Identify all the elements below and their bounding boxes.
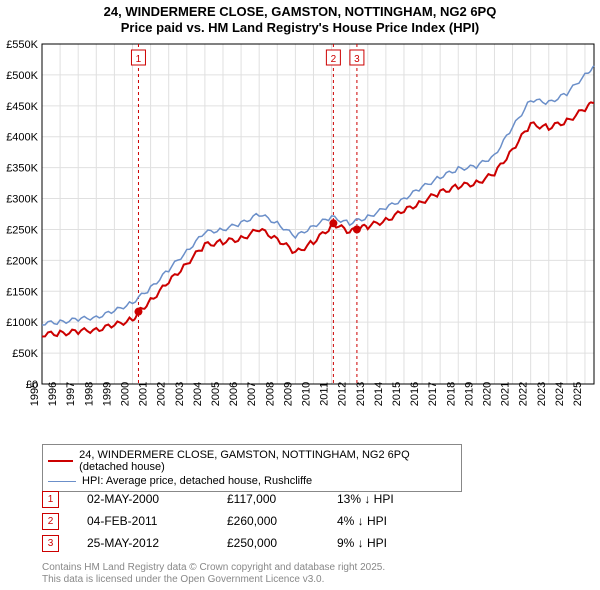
footer: Contains HM Land Registry data © Crown c… [42, 562, 385, 586]
svg-text:2007: 2007 [246, 382, 258, 406]
sale-date: 04-FEB-2011 [87, 514, 227, 528]
svg-text:£300K: £300K [6, 194, 38, 206]
legend-label: 24, WINDERMERE CLOSE, GAMSTON, NOTTINGHA… [79, 449, 456, 473]
chart-container: 24, WINDERMERE CLOSE, GAMSTON, NOTTINGHA… [0, 0, 600, 590]
svg-text:2023: 2023 [536, 382, 548, 406]
svg-text:£400K: £400K [6, 132, 38, 144]
svg-text:1997: 1997 [65, 382, 77, 406]
svg-text:1999: 1999 [101, 382, 113, 406]
svg-text:£450K: £450K [6, 101, 38, 113]
sale-price: £117,000 [227, 492, 337, 506]
sale-marker-box: 3 [42, 535, 59, 552]
svg-text:2011: 2011 [319, 382, 331, 406]
svg-text:2024: 2024 [554, 382, 566, 406]
svg-text:2008: 2008 [264, 382, 276, 406]
svg-text:£100K: £100K [6, 317, 38, 329]
footer-licence: This data is licensed under the Open Gov… [42, 574, 324, 585]
svg-text:2012: 2012 [337, 382, 349, 406]
svg-text:1995: 1995 [29, 382, 41, 406]
svg-text:£250K: £250K [6, 224, 38, 236]
svg-text:£150K: £150K [6, 286, 38, 298]
svg-text:£550K: £550K [6, 39, 38, 51]
sale-price: £250,000 [227, 536, 337, 550]
svg-text:1996: 1996 [47, 382, 59, 406]
svg-text:£500K: £500K [6, 70, 38, 82]
sale-diff: 13% ↓ HPI [337, 492, 447, 506]
svg-text:2003: 2003 [174, 382, 186, 406]
sale-row: 2 04-FEB-2011£260,0004% ↓ HPI [42, 510, 447, 532]
svg-text:£350K: £350K [6, 163, 38, 175]
svg-text:2001: 2001 [138, 382, 150, 406]
plot-area: £0£50K£100K£150K£200K£250K£300K£350K£400… [42, 44, 594, 414]
svg-text:£50K: £50K [12, 348, 38, 360]
legend-swatch [48, 460, 73, 462]
svg-text:2010: 2010 [300, 382, 312, 406]
svg-text:1: 1 [136, 54, 142, 65]
sale-price: £260,000 [227, 514, 337, 528]
sale-marker-box: 1 [42, 491, 59, 508]
sale-date: 02-MAY-2000 [87, 492, 227, 506]
svg-text:2002: 2002 [156, 382, 168, 406]
svg-text:2005: 2005 [210, 382, 222, 406]
footer-copyright: Contains HM Land Registry data © Crown c… [42, 562, 385, 573]
svg-text:2022: 2022 [518, 382, 530, 406]
svg-text:2000: 2000 [119, 382, 131, 406]
svg-text:2019: 2019 [463, 382, 475, 406]
sale-date: 25-MAY-2012 [87, 536, 227, 550]
legend: 24, WINDERMERE CLOSE, GAMSTON, NOTTINGHA… [42, 444, 462, 492]
svg-text:2016: 2016 [409, 382, 421, 406]
legend-row: 24, WINDERMERE CLOSE, GAMSTON, NOTTINGHA… [48, 448, 456, 474]
svg-text:2025: 2025 [572, 382, 584, 406]
svg-text:2: 2 [331, 54, 337, 65]
svg-text:2013: 2013 [355, 382, 367, 406]
sale-diff: 9% ↓ HPI [337, 536, 447, 550]
sales-table: 1 02-MAY-2000£117,00013% ↓ HPI 2 04-FEB-201… [42, 488, 447, 554]
legend-row: HPI: Average price, detached house, Rush… [48, 474, 456, 488]
legend-swatch [48, 481, 76, 482]
svg-text:2014: 2014 [373, 382, 385, 406]
svg-text:£200K: £200K [6, 255, 38, 267]
sale-row: 1 02-MAY-2000£117,00013% ↓ HPI [42, 488, 447, 510]
svg-text:2021: 2021 [500, 382, 512, 406]
svg-text:1998: 1998 [83, 382, 95, 406]
sale-diff: 4% ↓ HPI [337, 514, 447, 528]
svg-text:2009: 2009 [282, 382, 294, 406]
svg-text:3: 3 [354, 54, 360, 65]
svg-text:2020: 2020 [481, 382, 493, 406]
title-address: 24, WINDERMERE CLOSE, GAMSTON, NOTTINGHA… [104, 4, 497, 19]
svg-text:2018: 2018 [445, 382, 457, 406]
chart-title: 24, WINDERMERE CLOSE, GAMSTON, NOTTINGHA… [0, 4, 600, 36]
plot-svg: £0£50K£100K£150K£200K£250K£300K£350K£400… [42, 44, 594, 414]
svg-text:2017: 2017 [427, 382, 439, 406]
sale-row: 3 25-MAY-2012£250,0009% ↓ HPI [42, 532, 447, 554]
legend-label: HPI: Average price, detached house, Rush… [82, 475, 312, 487]
svg-text:2006: 2006 [228, 382, 240, 406]
sale-marker-box: 2 [42, 513, 59, 530]
title-subtitle: Price paid vs. HM Land Registry's House … [121, 20, 480, 35]
svg-text:2004: 2004 [192, 382, 204, 406]
svg-text:2015: 2015 [391, 382, 403, 406]
